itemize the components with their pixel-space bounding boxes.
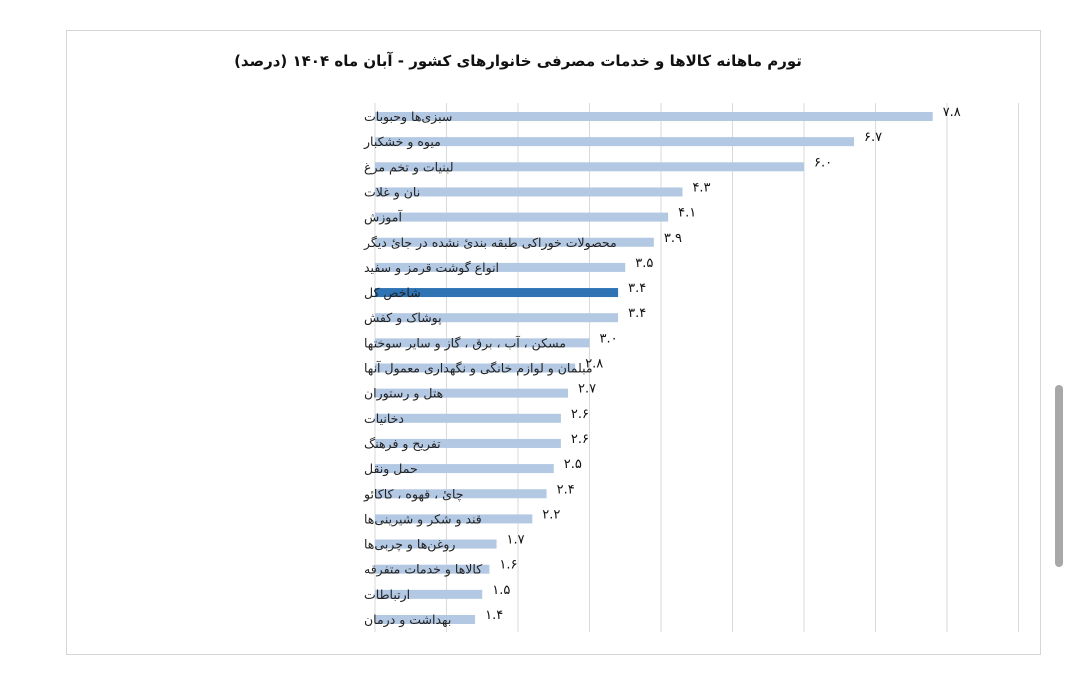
scrollbar-thumb[interactable]: [1055, 385, 1063, 567]
bar: [375, 589, 483, 599]
category-label: پوشاک و کفش: [364, 310, 442, 326]
bar: [375, 438, 561, 448]
category-label: انواع گوشت قرمز و سفید: [364, 260, 499, 276]
category-label: مبلمان و لوازم خانگی و نگهداری معمول آنه…: [364, 361, 593, 377]
bar: [375, 137, 855, 147]
bar: [375, 615, 476, 624]
category-label: حمل ونقل: [364, 461, 418, 477]
value-label: ۴.۱: [678, 206, 696, 221]
value-label: ۲.۶: [571, 407, 589, 422]
value-label: ۱.۵: [492, 583, 510, 598]
bar: [375, 187, 683, 197]
value-label: ۱.۴: [485, 608, 503, 623]
category-label: ارتباطات: [364, 587, 410, 603]
category-label: میوه و خشکبار: [363, 134, 441, 150]
category-label: شاخص کل: [364, 285, 421, 301]
category-label: روغن‌ها و چربی‌ها: [364, 537, 455, 553]
value-label: ۳.۴: [628, 281, 646, 296]
bar: [375, 237, 654, 247]
category-label: نان و غلات: [364, 184, 420, 200]
value-label: ۲.۶: [571, 432, 589, 447]
value-label: ۲.۸: [585, 357, 603, 372]
chart-title: تورم ماهانه کالاها و خدمات مصرفی خانواره…: [234, 52, 802, 70]
category-label: محصولات خوراکی طبقه بندیٔ نشده در جایٔ د…: [363, 235, 617, 251]
value-label: ۱.۶: [499, 558, 517, 573]
bar: [375, 288, 619, 298]
bar: [375, 262, 626, 272]
bar: [375, 162, 804, 172]
bar: [375, 388, 569, 398]
value-label: ۲.۲: [542, 507, 560, 522]
value-label: ۴.۳: [692, 180, 710, 195]
value-label: ۲.۷: [578, 382, 596, 397]
value-label: ۶.۷: [864, 130, 882, 145]
value-label: ۷.۸: [943, 105, 961, 120]
category-label: کالاها و خدمات متفرقه: [364, 562, 482, 578]
category-label: قند و شکر و شیرینی‌ها: [364, 511, 482, 527]
category-label: لبنیات و تخم مرغ: [364, 159, 454, 175]
value-label: ۲.۵: [564, 457, 582, 472]
category-label: مسکن ، آب ، برق ، گاز و سایر سوختها: [364, 335, 566, 351]
value-label: ۳.۰: [600, 331, 618, 346]
value-label: ۳.۴: [628, 306, 646, 321]
bar: [375, 338, 590, 348]
bars: [375, 112, 933, 624]
category-label: دخانیات: [364, 411, 404, 426]
category-label: چایٔ ، قهوه ، کاکائو: [363, 486, 463, 502]
value-labels: ۷.۸ ۶.۷ ۶.۰ ۴.۳ ۴.۱ ۳.۹ ۳.۵ ۳.۴ ۳.۴ ۳.۰ ۲.۸ ۲.۷ ۲.۶ ۲…: [485, 105, 961, 623]
category-labels: سبزی‌ها وحبوبات میوه و خشکبار لبنیات و تخم…: [363, 109, 617, 628]
category-label: هتل و رستوران: [364, 386, 443, 402]
bar: [375, 514, 533, 524]
bar: [375, 464, 554, 474]
bar: [375, 313, 619, 323]
bar: [375, 363, 576, 373]
category-label: بهداشت و درمان: [364, 612, 451, 628]
value-label: ۶.۰: [814, 155, 832, 170]
bar: [375, 539, 497, 549]
bar: [375, 413, 561, 423]
category-label: سبزی‌ها وحبوبات: [364, 109, 452, 125]
category-label: تفریح و فرهنگ: [364, 436, 441, 452]
bar: [375, 112, 933, 121]
value-label: ۳.۹: [664, 231, 682, 246]
bar: [375, 212, 669, 222]
bar: [375, 489, 547, 499]
value-label: ۲.۴: [557, 482, 575, 497]
bar: [375, 564, 490, 574]
category-label: آموزش: [364, 210, 402, 226]
value-label: ۱.۷: [507, 533, 525, 548]
value-label: ۳.۵: [635, 256, 653, 271]
